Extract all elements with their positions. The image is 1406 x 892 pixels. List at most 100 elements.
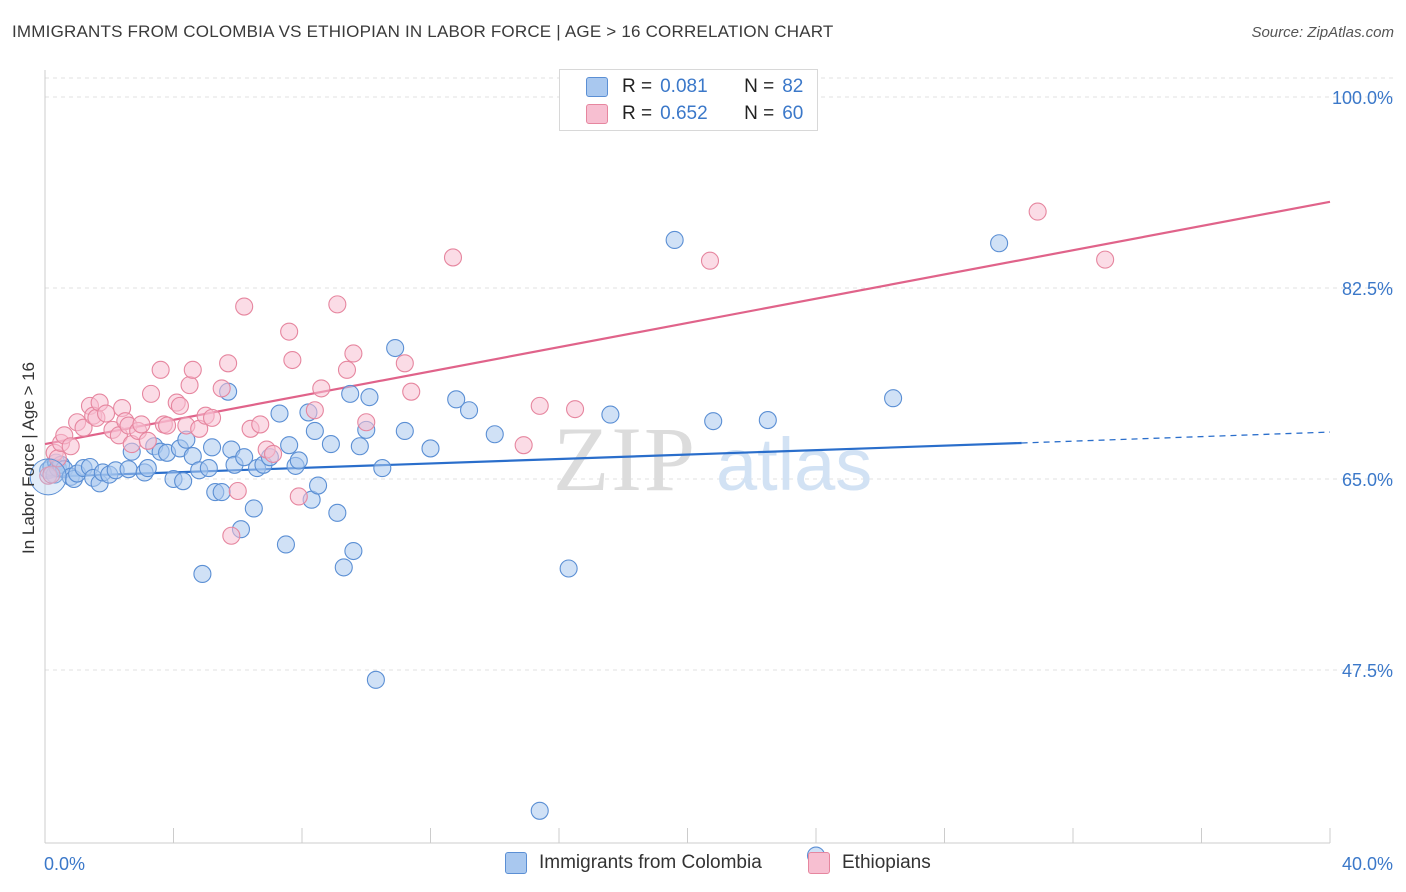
point-colombia [193,564,212,584]
point-colombia [334,558,353,577]
point-colombia [360,388,379,407]
x-tick-label: 40.0% [1342,854,1393,874]
point-ethiopian [1028,202,1047,221]
point-colombia [447,390,466,409]
legend-row-ethiopians: R = 0.652 N = 60 [586,102,803,126]
point-colombia [665,230,684,250]
point-colombia [203,438,222,457]
point-colombia [321,435,340,454]
point-colombia [395,421,414,441]
point-colombia [704,412,723,431]
point-colombia [235,448,254,467]
legend-item-colombia[interactable]: Immigrants from Colombia [505,852,762,874]
point-ethiopian [170,396,189,415]
y-tick-label: 65.0% [1342,470,1393,490]
y-tick-label: 100.0% [1332,88,1393,108]
legend-label-ethiopians: Ethiopians [842,852,931,873]
point-ethiopian [280,322,299,341]
point-ethiopian [283,350,302,370]
point-ethiopian [42,465,61,484]
trendline-ethiopians [44,200,1331,446]
legend-swatch-pink [808,852,830,874]
point-ethiopian [141,384,161,403]
point-ethiopian [337,360,357,379]
legend-n-label: N = [744,76,775,97]
point-colombia [884,389,903,408]
point-colombia-cluster [29,458,67,496]
legend-r-value: 0.652 [660,103,708,124]
legend-r-label: R = [622,76,653,97]
legend-n-value: 82 [782,76,804,97]
legend-r-value: 0.081 [660,76,708,97]
point-colombia [138,459,157,478]
point-colombia [199,459,218,478]
y-tick-label: 82.5% [1342,279,1393,299]
watermark-atlas: atlas [716,423,872,506]
point-ethiopian [96,404,116,423]
point-ethiopian [1096,250,1115,269]
point-colombia [289,451,308,470]
point-ethiopian [700,251,720,270]
point-ethiopian [251,415,270,434]
legend-label-colombia: Immigrants from Colombia [539,852,762,873]
legend-n-value: 60 [782,103,804,124]
source-label: Source: ZipAtlas.com [1251,24,1394,41]
y-tick-label: 47.5% [1342,661,1393,681]
point-colombia [366,670,385,689]
y-axis-label: In Labor Force | Age > 16 [19,362,38,554]
point-ethiopian [312,379,331,398]
point-colombia [601,405,620,424]
point-colombia [344,541,363,561]
point-colombia [309,476,328,495]
point-colombia [559,559,578,578]
point-ethiopian [74,418,93,437]
series-legend: Immigrants from Colombia Ethiopians [0,852,1406,878]
point-colombia [350,437,369,456]
point-colombia [276,535,295,554]
point-ethiopian [566,400,585,419]
point-ethiopian [530,396,549,415]
point-ethiopian [289,487,308,506]
point-ethiopian [203,408,222,427]
point-colombia [244,499,263,518]
point-ethiopian [212,379,231,398]
legend-r-label: R = [622,103,653,124]
point-ethiopian [61,437,80,456]
point-colombia [530,801,549,820]
point-colombia [270,404,289,423]
stats-legend: R = 0.081 N = 82 R = 0.652 N = 60 [559,69,818,131]
point-ethiopian [138,431,157,450]
legend-item-ethiopians[interactable]: Ethiopians [808,852,931,874]
point-colombia [386,338,405,358]
point-ethiopian [222,526,241,545]
point-ethiopian [443,248,463,267]
point-colombia [280,436,299,455]
legend-n-label: N = [744,103,775,124]
point-colombia [305,421,324,441]
point-ethiopian [219,354,238,373]
point-colombia [758,411,777,430]
point-colombia [485,425,504,444]
point-ethiopian [228,481,247,501]
point-colombia [459,401,479,420]
point-ethiopian [328,295,347,314]
point-colombia [421,439,440,458]
x-tick-label: 0.0% [44,854,85,874]
point-ethiopian [402,382,421,401]
point-ethiopian [132,415,151,434]
axes [44,70,1331,844]
watermark: ZIP atlas [553,408,872,510]
legend-swatch-blue [505,852,527,874]
point-colombia [990,234,1009,253]
point-ethiopian [235,297,254,316]
tick-labels: 100.0% 82.5% 65.0% 47.5% 0.0% 40.0% [44,88,1393,874]
point-ethiopian [183,360,202,379]
point-ethiopian [305,401,324,420]
point-ethiopian [395,354,414,373]
legend-swatch-blue [586,77,608,97]
point-ethiopian [158,416,177,435]
point-ethiopian [151,360,170,379]
gridlines [45,77,1393,671]
chart-title: IMMIGRANTS FROM COLOMBIA VS ETHIOPIAN IN… [12,22,834,41]
